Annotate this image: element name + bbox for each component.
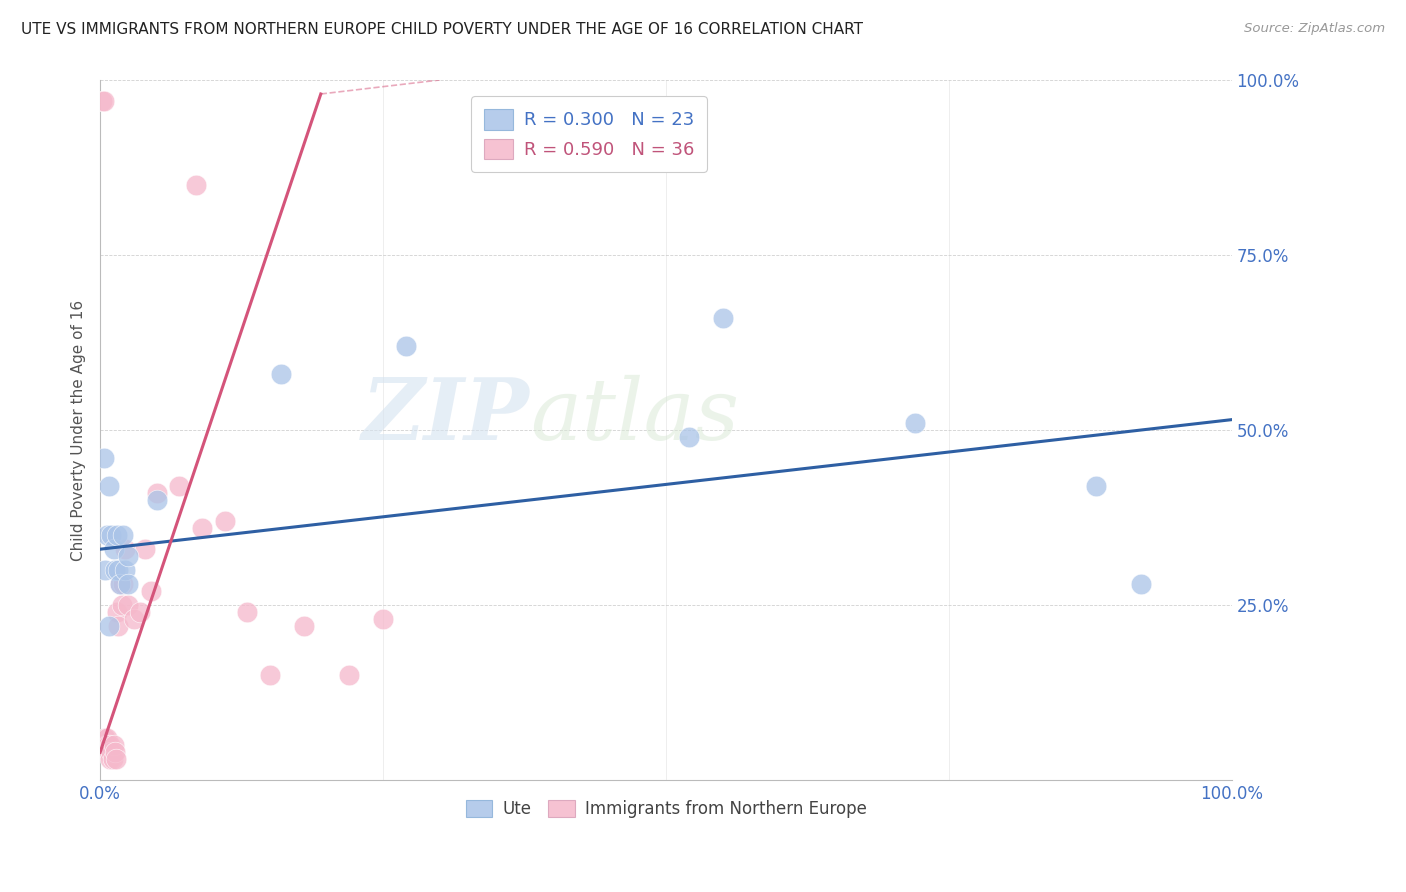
Point xyxy=(104,563,127,577)
Point xyxy=(110,577,132,591)
Point xyxy=(91,94,114,108)
Point xyxy=(111,598,134,612)
Point xyxy=(904,416,927,430)
Point xyxy=(107,619,129,633)
Point xyxy=(93,94,115,108)
Point xyxy=(145,493,167,508)
Point xyxy=(96,731,118,746)
Point xyxy=(1130,577,1153,591)
Point xyxy=(1084,479,1107,493)
Point xyxy=(98,745,121,759)
Point xyxy=(169,479,191,493)
Point xyxy=(101,752,124,766)
Point xyxy=(93,563,115,577)
Point xyxy=(678,430,700,444)
Point xyxy=(105,605,128,619)
Point xyxy=(337,668,360,682)
Point xyxy=(236,605,259,619)
Point xyxy=(104,752,127,766)
Point xyxy=(117,549,139,564)
Point xyxy=(117,577,139,591)
Point xyxy=(111,577,134,591)
Point xyxy=(103,739,125,753)
Point xyxy=(117,598,139,612)
Point xyxy=(94,739,117,753)
Point xyxy=(186,178,208,192)
Point xyxy=(103,542,125,557)
Point xyxy=(93,451,115,466)
Point xyxy=(98,619,121,633)
Point xyxy=(98,739,121,753)
Y-axis label: Child Poverty Under the Age of 16: Child Poverty Under the Age of 16 xyxy=(72,300,86,561)
Point xyxy=(105,528,128,542)
Point xyxy=(100,528,122,542)
Point xyxy=(93,731,115,746)
Point xyxy=(104,745,127,759)
Point xyxy=(98,479,121,493)
Point xyxy=(100,745,122,759)
Point xyxy=(145,486,167,500)
Text: UTE VS IMMIGRANTS FROM NORTHERN EUROPE CHILD POVERTY UNDER THE AGE OF 16 CORRELA: UTE VS IMMIGRANTS FROM NORTHERN EUROPE C… xyxy=(21,22,863,37)
Point xyxy=(395,339,418,353)
Point xyxy=(711,311,734,326)
Point xyxy=(111,528,134,542)
Text: atlas: atlas xyxy=(530,375,740,458)
Point xyxy=(259,668,281,682)
Text: ZIP: ZIP xyxy=(363,375,530,458)
Point xyxy=(214,514,236,528)
Text: Source: ZipAtlas.com: Source: ZipAtlas.com xyxy=(1244,22,1385,36)
Point xyxy=(191,521,214,535)
Point xyxy=(139,584,162,599)
Point xyxy=(97,739,120,753)
Point xyxy=(122,612,145,626)
Point xyxy=(96,528,118,542)
Point xyxy=(292,619,315,633)
Point xyxy=(270,367,292,381)
Legend: Ute, Immigrants from Northern Europe: Ute, Immigrants from Northern Europe xyxy=(458,793,873,824)
Point xyxy=(114,542,136,557)
Point xyxy=(107,563,129,577)
Point xyxy=(114,563,136,577)
Point xyxy=(134,542,156,557)
Point xyxy=(96,745,118,759)
Point xyxy=(110,577,132,591)
Point xyxy=(98,752,121,766)
Point xyxy=(371,612,394,626)
Point xyxy=(128,605,150,619)
